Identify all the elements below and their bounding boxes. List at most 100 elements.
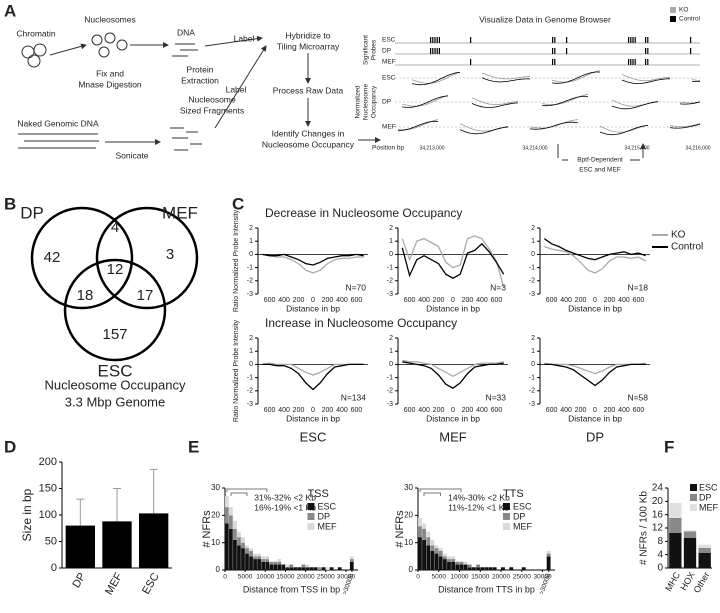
hist-bar: [476, 564, 480, 568]
y-tick-label: 20: [652, 496, 664, 507]
y-tick-label: 4: [657, 549, 663, 560]
y-tick-label: 20: [404, 510, 413, 519]
hist-bar: [418, 526, 422, 538]
x-tick-label: 25000: [513, 574, 531, 581]
hist-bar: [265, 559, 270, 562]
bar-segment: [683, 530, 697, 532]
y-tick-label: 0: [531, 361, 535, 368]
hist-bar: [237, 537, 241, 546]
x-tick-label: 30000: [534, 574, 552, 581]
legend-title: TSS: [307, 488, 328, 500]
hist-bar: [289, 564, 294, 568]
hist-bar: [237, 545, 241, 570]
hist-bar: [484, 567, 489, 570]
hist-bar: [229, 529, 233, 570]
x-axis-label: Distance in bp: [568, 413, 622, 423]
hist-bar: [241, 537, 245, 543]
workflow-label: Sized Fragments: [180, 105, 244, 115]
probe-tick: [432, 37, 434, 43]
hist-bar: [521, 567, 526, 570]
x-tick-label: 600: [404, 297, 416, 304]
workflow-label: Nucleosomes: [84, 14, 136, 24]
hist-bar: [329, 567, 334, 570]
workflow-label: Tiling Microarray: [277, 41, 340, 51]
genome-browser: Visualize Data in Genome Browser KO Cont…: [355, 7, 711, 174]
hist-bar: [349, 556, 354, 560]
group-label: Occupancy: [371, 85, 378, 118]
probe-tick: [566, 37, 568, 43]
hist-bar: [257, 556, 261, 560]
probe-tick: [628, 37, 630, 43]
legend-label: KO: [671, 230, 686, 241]
y-tick-label: 1: [389, 238, 393, 245]
hist-bar: [451, 561, 456, 570]
probe-tick: [554, 59, 556, 65]
y-tick-label: -1: [247, 374, 253, 381]
bar-segment: [683, 538, 697, 568]
hist-bar: [249, 548, 253, 551]
series-line: [401, 242, 505, 279]
hist-bar: [434, 553, 439, 570]
x-tick-label: 0: [416, 574, 420, 581]
x-tick-label: 30000: [337, 574, 355, 581]
position-tick: 34,214,000: [522, 145, 547, 151]
hist-bar: [451, 556, 456, 560]
workflow-label: Label: [226, 84, 247, 94]
y-tick-label: 8: [657, 536, 663, 547]
hist-bar: [426, 537, 431, 546]
probe-tick: [438, 48, 440, 54]
hist-bar: [463, 561, 468, 565]
row-label: DP: [382, 99, 391, 106]
y-tick-label: 1: [531, 238, 535, 245]
hist-bar: [253, 556, 257, 560]
bar-segment: [698, 548, 711, 553]
hist-bar: [455, 564, 460, 570]
panel-label: A: [4, 1, 16, 20]
x-tick-label: 600: [546, 297, 558, 304]
y-tick-label: 0: [531, 251, 535, 258]
probe-tick: [434, 37, 436, 43]
probe-tick: [470, 37, 472, 43]
x-tick-label: 200: [575, 297, 587, 304]
x-tick-label: 400: [418, 297, 430, 304]
workflow-label: Hybridize to: [286, 30, 331, 40]
y-tick-label: 0: [51, 562, 57, 574]
x-axis-label: Distance in bp: [426, 413, 480, 423]
series-line: [262, 253, 364, 266]
hist-bar: [289, 567, 294, 570]
venn-count: 17: [137, 287, 154, 304]
annotation: N=33: [485, 392, 506, 402]
x-axis-label: Distance in bp: [426, 303, 480, 313]
hist-bar: [442, 559, 447, 570]
hist-bar: [305, 567, 310, 570]
workflow-label: DNA: [177, 27, 195, 37]
hist-bar: [434, 548, 439, 554]
x-tick-label: 20000: [297, 574, 315, 581]
probe-tick: [436, 48, 438, 54]
y-tick-label: 16: [652, 509, 664, 520]
legend-swatch: [670, 7, 676, 13]
hist-bar: [229, 507, 233, 516]
annotation: N=70: [345, 282, 366, 292]
legend-label: DP: [513, 511, 526, 521]
hist-bar: [442, 553, 447, 557]
venn-count: 3: [166, 246, 174, 263]
hist-bar: [281, 564, 286, 570]
hist-bar: [285, 567, 290, 570]
x-tick-label: Other: [692, 570, 712, 594]
panel-label: C: [232, 194, 244, 213]
legend-swatch: [307, 513, 315, 520]
legend-swatch: [502, 523, 510, 530]
hist-bar: [277, 561, 282, 565]
x-tick-label: 400: [278, 407, 290, 414]
x-tick-label: 200: [322, 297, 334, 304]
y-tick-label: -2: [387, 278, 393, 285]
hist-bar: [225, 507, 229, 524]
y-tick-label: 1: [249, 238, 253, 245]
probe-tick: [645, 59, 647, 65]
hist-bar: [471, 567, 476, 570]
hist-bar: [233, 529, 237, 540]
x-tick-label: 600: [633, 407, 645, 414]
hist-bar: [426, 545, 431, 570]
